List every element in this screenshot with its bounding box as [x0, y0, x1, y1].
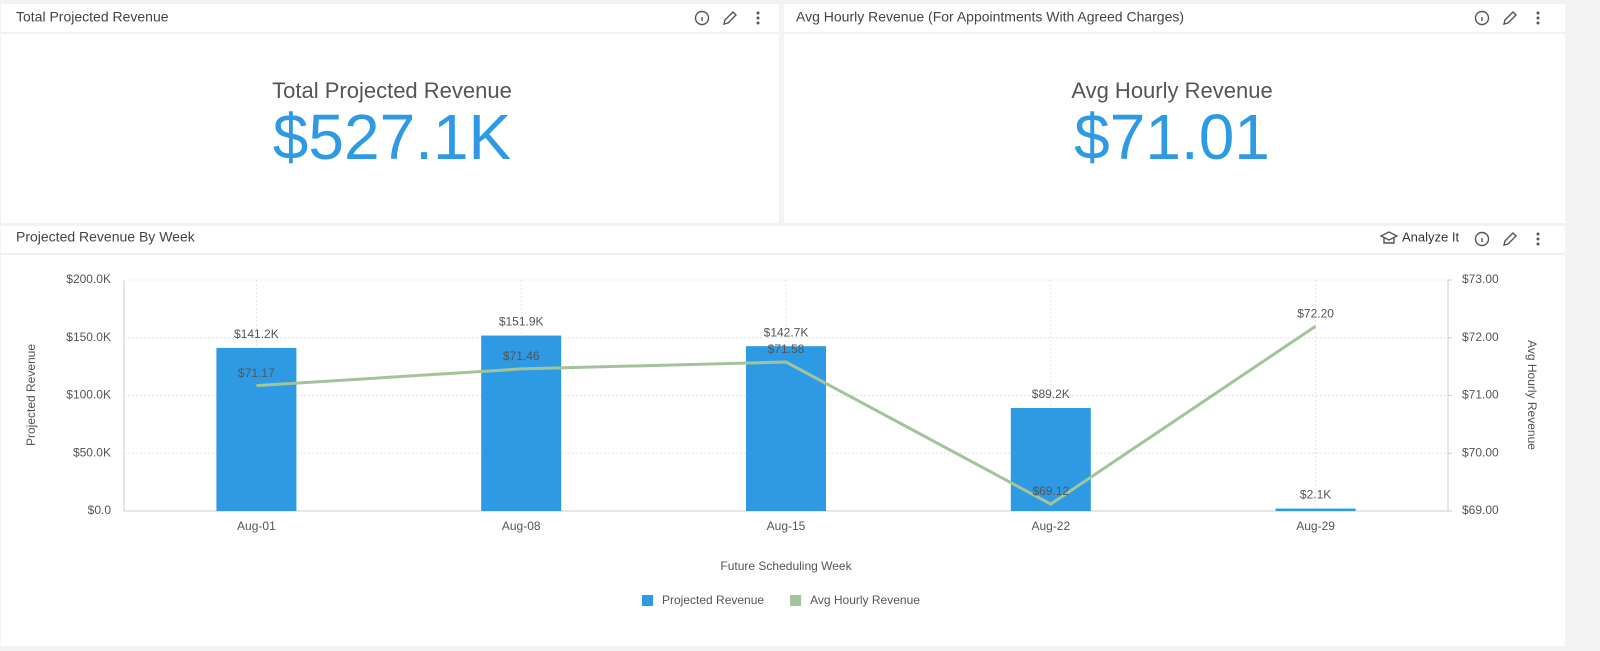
kpi-tile: [1, 4, 779, 223]
x-tick-label: Aug-01: [237, 519, 276, 533]
kpi-label: Avg Hourly Revenue: [1071, 78, 1272, 103]
line-value-label: $71.46: [503, 349, 540, 363]
legend-swatch: [790, 595, 802, 606]
x-tick-label: Aug-15: [767, 519, 806, 533]
bar: [746, 346, 826, 511]
line-value-label: $72.20: [1297, 306, 1334, 320]
legend-label: Avg Hourly Revenue: [810, 593, 920, 607]
y2-tick-label: $69.00: [1462, 503, 1499, 517]
info-icon[interactable]: [694, 10, 710, 26]
y-tick-label: $200.0K: [66, 272, 111, 286]
y-tick-label: $150.0K: [66, 330, 111, 344]
menu-icon[interactable]: [1536, 11, 1540, 25]
edit-icon[interactable]: [723, 11, 737, 25]
y2-tick-label: $70.00: [1462, 445, 1499, 459]
analyze-button[interactable]: Analyze It: [1402, 229, 1459, 244]
x-tick-label: Aug-08: [502, 519, 541, 533]
kpi-tile: [784, 4, 1565, 223]
kpi-value: $527.1K: [273, 101, 511, 173]
line-value-label: $69.12: [1032, 484, 1069, 498]
analyze-icon[interactable]: [1379, 231, 1399, 244]
y2-tick-label: $71.00: [1462, 388, 1499, 402]
edit-icon[interactable]: [1503, 11, 1517, 25]
panel-header: Projected Revenue By Week: [16, 229, 196, 245]
tile-header: Total Projected Revenue: [16, 9, 169, 25]
y2-tick-label: $72.00: [1462, 330, 1499, 344]
x-tick-label: Aug-29: [1296, 519, 1335, 533]
bar-value-label: $151.9K: [499, 315, 544, 329]
menu-icon[interactable]: [756, 11, 760, 25]
bar-value-label: $89.2K: [1032, 387, 1070, 401]
bar: [481, 335, 562, 511]
y-axis-title: Projected Revenue: [24, 344, 38, 446]
y-tick-label: $50.0K: [73, 445, 111, 459]
kpi-label: Total Projected Revenue: [272, 78, 512, 103]
edit-icon[interactable]: [1503, 232, 1517, 246]
bar-value-label: $2.1K: [1300, 488, 1331, 502]
kpi-value: $71.01: [1074, 101, 1270, 173]
y-tick-label: $100.0K: [66, 388, 111, 402]
bar-value-label: $141.2K: [234, 327, 279, 341]
legend-swatch: [642, 595, 653, 606]
info-icon[interactable]: [1474, 231, 1490, 247]
y-tick-label: $0.0: [88, 503, 112, 517]
line-value-label: $71.17: [238, 366, 275, 380]
info-icon[interactable]: [1474, 10, 1490, 26]
bar-value-label: $142.7K: [764, 325, 809, 339]
line-value-label: $71.58: [768, 342, 805, 356]
x-tick-label: Aug-22: [1031, 519, 1070, 533]
menu-icon[interactable]: [1536, 232, 1540, 246]
legend-label: Projected Revenue: [662, 593, 764, 607]
line: [256, 324, 1317, 506]
tile-icons: [694, 10, 760, 26]
y2-axis-title: Avg Hourly Revenue: [1525, 340, 1539, 450]
bar: [216, 347, 297, 511]
y2-tick-label: $73.00: [1462, 272, 1499, 286]
bar: [1275, 508, 1356, 511]
tile-header: Avg Hourly Revenue (For Appointments Wit…: [796, 9, 1184, 25]
bar: [1010, 407, 1091, 511]
panel-icons: Analyze It: [1379, 229, 1540, 247]
x-axis-title: Future Scheduling Week: [720, 559, 852, 573]
tile-icons: [1474, 10, 1540, 26]
